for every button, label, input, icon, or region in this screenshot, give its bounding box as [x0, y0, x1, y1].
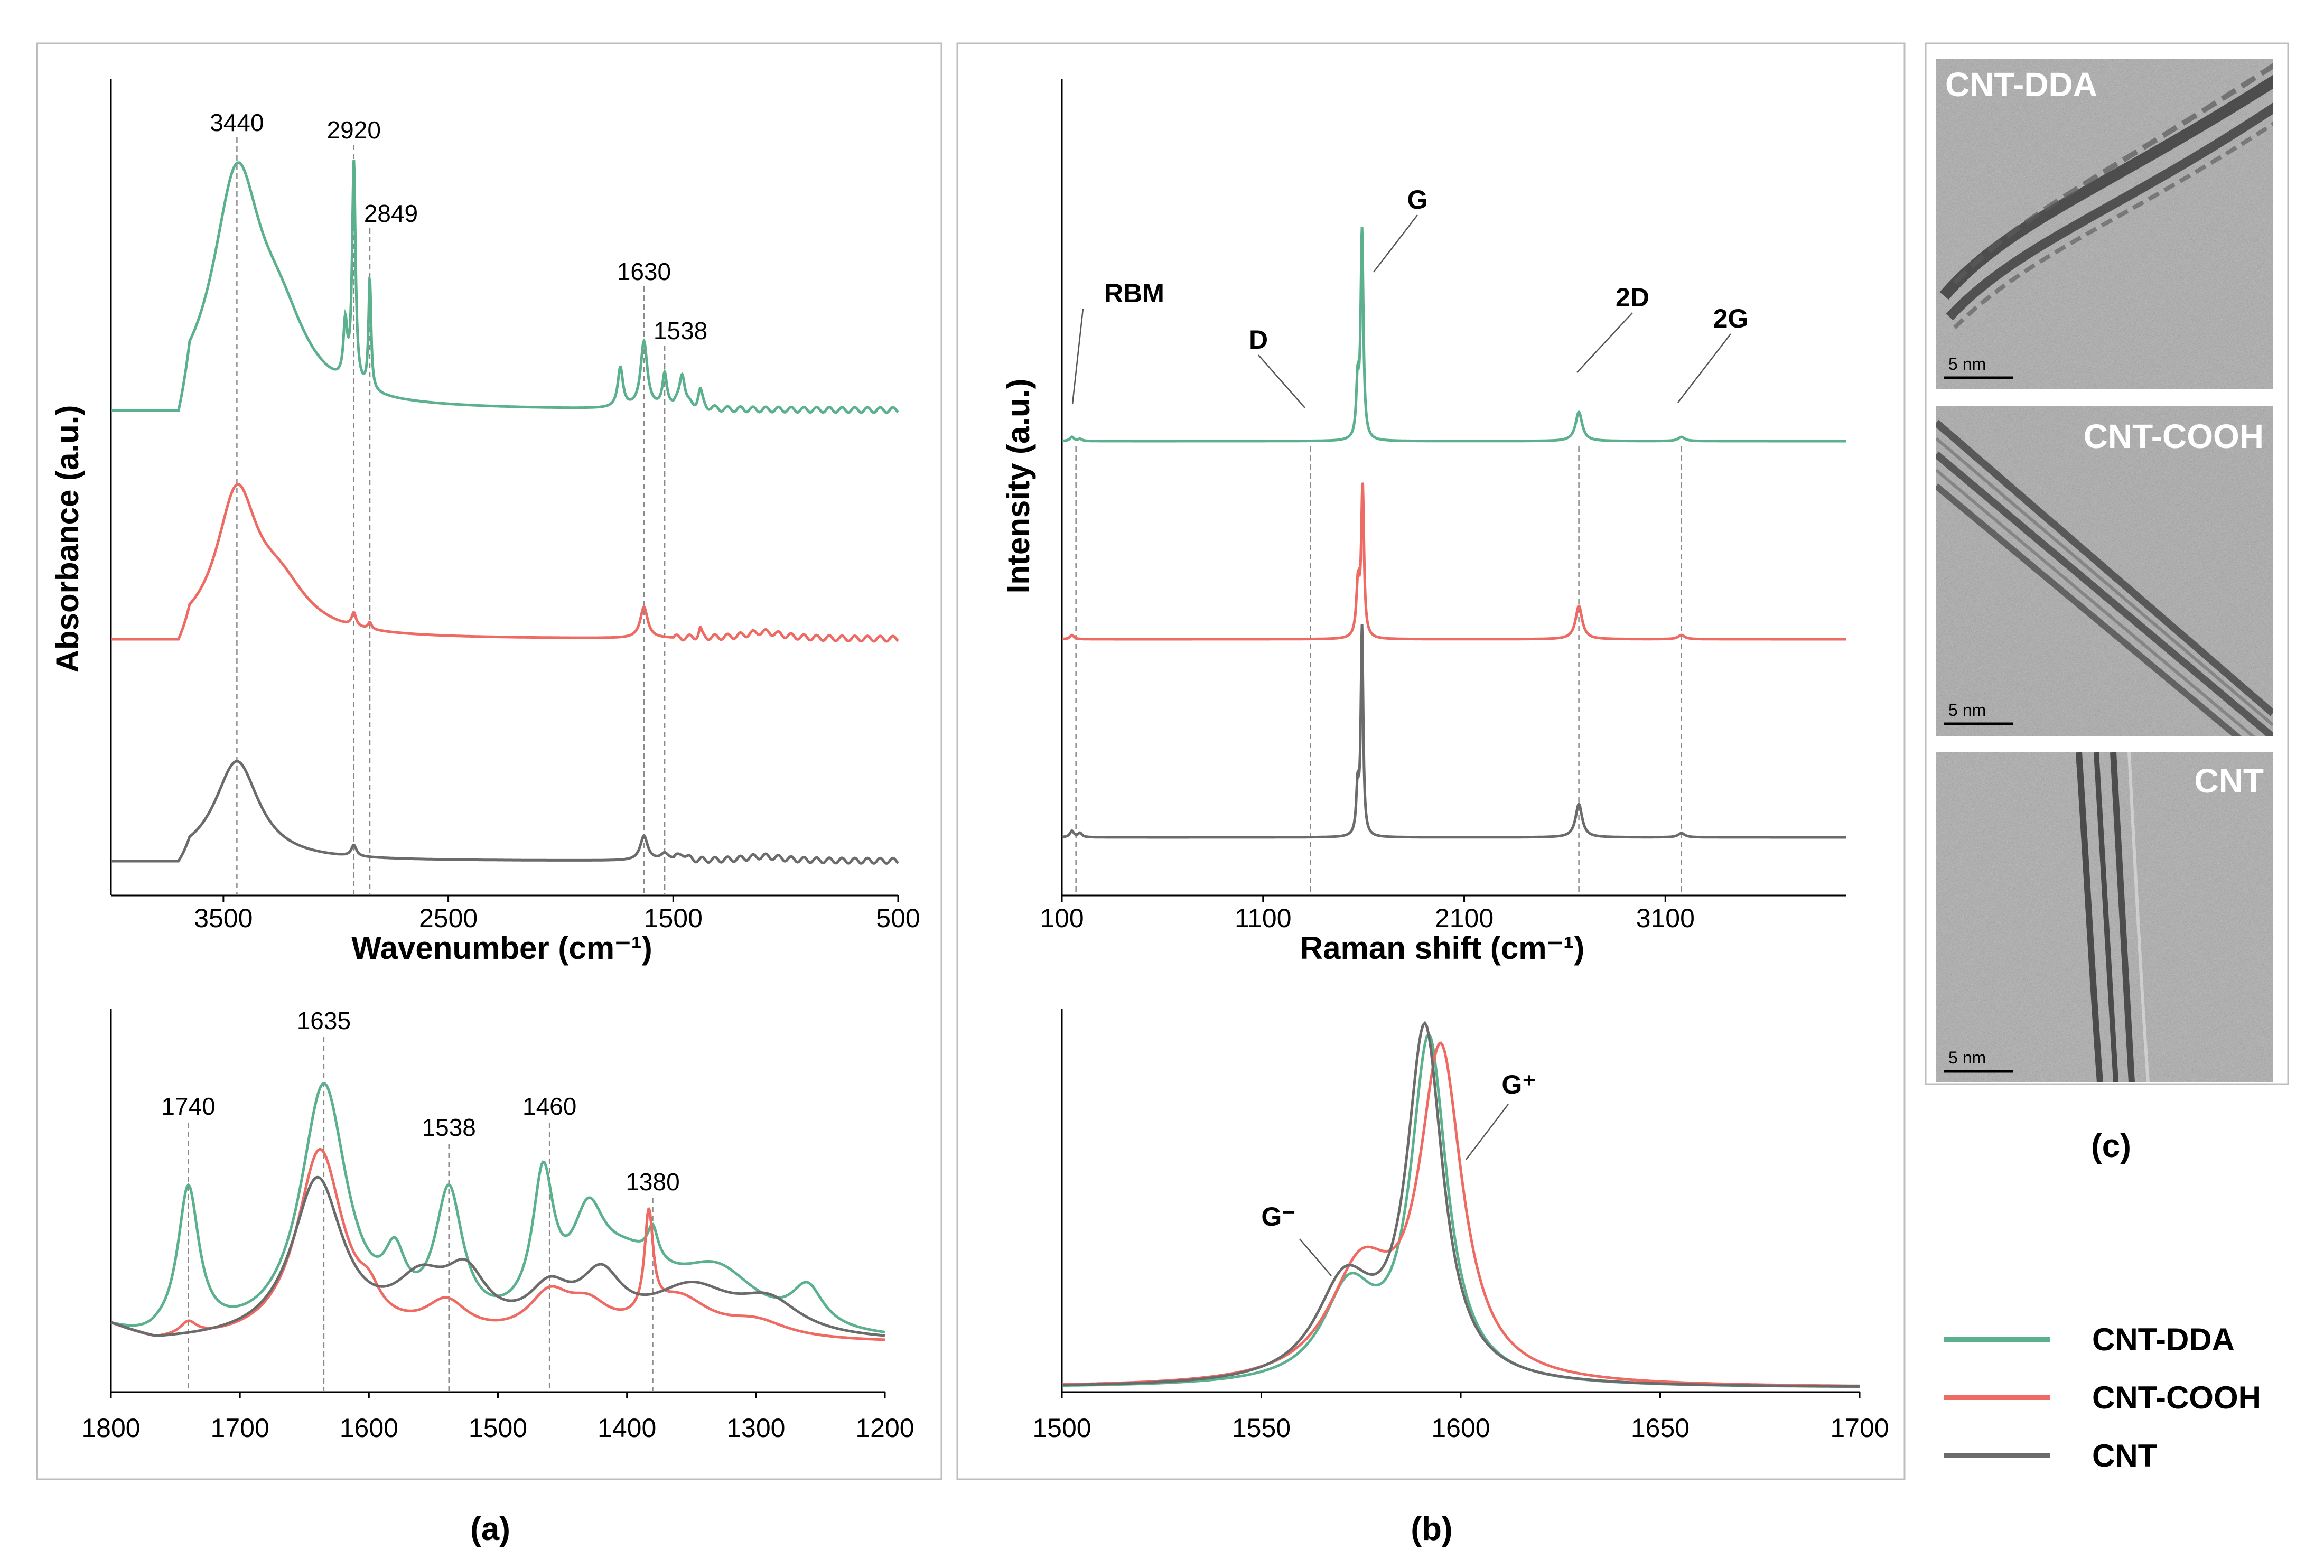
raman-y-axis-label: Intensity (a.u.)	[1001, 379, 1036, 594]
tem-label-cnt-dda: CNT-DDA	[1945, 66, 2097, 104]
x-tick-label: 1500	[644, 903, 703, 933]
annotation-label-2g: 2G	[1713, 304, 1749, 333]
x-tick-label: 100	[1040, 903, 1084, 933]
annotation-leader	[1299, 1238, 1332, 1276]
x-tick-label: 1300	[726, 1413, 785, 1443]
x-tick-label: 1800	[81, 1413, 140, 1443]
x-tick-label: 1600	[1431, 1413, 1490, 1443]
panel-c-label: (c)	[2091, 1128, 2131, 1164]
tem-image-cnt: CNT 5 nm	[1936, 752, 2273, 1082]
x-tick-label: 1500	[1032, 1413, 1091, 1443]
ftir-y-axis-label: Absorbance (a.u.)	[50, 405, 85, 673]
x-tick-label: 2100	[1435, 903, 1494, 933]
raman-zoom-chart: 1500 1550 1600 1650 1700 G⁻ G⁺	[1032, 1009, 1889, 1443]
legend: CNT-DDA CNT-COOH CNT	[1944, 1322, 2261, 1473]
tem-label-cnt-cooh: CNT-COOH	[2084, 417, 2264, 455]
annotation-label: 2849	[364, 200, 418, 227]
annotation-label-2d: 2D	[1616, 283, 1649, 312]
annotation-label: 3440	[210, 109, 264, 136]
annotation-leader	[1677, 333, 1731, 403]
series-line-cnt-dda	[111, 160, 899, 414]
annotation-label-g: G	[1407, 185, 1428, 214]
tem-scale-2: 5 nm	[1948, 701, 1986, 720]
x-tick-label: 500	[876, 903, 920, 933]
ftir-zoom-chart: 1800 1700 1600 1500 1400 1300 1200 1740 1635 1538…	[81, 1007, 914, 1443]
x-tick-label: 1650	[1631, 1413, 1690, 1443]
series-line-cnt-cooh	[1061, 482, 1846, 641]
x-tick-label: 1700	[211, 1413, 269, 1443]
annotation-label: 1740	[161, 1093, 215, 1120]
annotation-leader	[1071, 308, 1084, 405]
series-line-cnt-dda	[1062, 1032, 1860, 1388]
panel-a-frame	[36, 42, 942, 1480]
series-line-cnt-cooh	[111, 483, 899, 643]
series-line-cnt	[110, 1175, 885, 1338]
x-tick-label: 1100	[1235, 903, 1292, 933]
annotation-leader	[1466, 1104, 1509, 1160]
x-tick-label: 2500	[419, 903, 478, 933]
raman-x-axis-label: Raman shift (cm⁻¹)	[1300, 930, 1584, 966]
panel-b-label: (b)	[1411, 1511, 1452, 1547]
annotation-label-d: D	[1249, 325, 1268, 354]
annotation-label: 2920	[327, 116, 381, 144]
legend-label-cnt-cooh: CNT-COOH	[2092, 1380, 2261, 1415]
ftir-full-chart: 3500 2500 1500 500 3440 2920 2849 1630 1538	[110, 79, 920, 933]
annotation-label-g-minus: G⁻	[1261, 1202, 1295, 1231]
tem-label-cnt: CNT	[2194, 762, 2264, 800]
series-line-cnt	[1061, 624, 1846, 839]
series-line-cnt-cooh	[110, 1147, 885, 1341]
tem-scale-3: 5 nm	[1948, 1048, 1986, 1067]
series-line-cnt-cooh	[1061, 1041, 1860, 1387]
x-tick-label: 3500	[194, 903, 253, 933]
annotation-leader	[1258, 354, 1305, 408]
annotation-label: 1635	[297, 1007, 351, 1034]
x-tick-label: 1200	[855, 1413, 914, 1443]
panel-b-frame	[956, 42, 1906, 1480]
x-tick-label: 3100	[1636, 903, 1695, 933]
annotation-label: 1630	[617, 258, 671, 285]
ftir-x-axis-label: Wavenumber (cm⁻¹)	[351, 930, 652, 966]
annotation-label: 1380	[626, 1168, 679, 1196]
tem-image-cnt-cooh: CNT-COOH 5 nm	[1936, 406, 2273, 736]
series-line-cnt	[111, 760, 899, 865]
annotation-label: 1538	[422, 1114, 476, 1141]
raman-full-chart: 100 1100 2100 3100 RBM D G 2D 2G	[1040, 79, 1846, 933]
annotation-leader	[1576, 312, 1633, 373]
annotation-label-g-plus: G⁺	[1501, 1070, 1536, 1099]
series-line-cnt-dda	[1061, 227, 1846, 443]
panel-c-frame	[1925, 42, 2289, 1085]
annotation-label: 1460	[522, 1093, 576, 1120]
legend-label-cnt: CNT	[2092, 1438, 2157, 1473]
x-tick-label: 1500	[469, 1413, 527, 1443]
tem-scale-1: 5 nm	[1948, 354, 1986, 374]
x-tick-label: 1550	[1232, 1413, 1291, 1443]
series-line-cnt	[1061, 1021, 1860, 1388]
tem-image-cnt-dda: CNT-DDA 5 nm	[1936, 59, 2273, 389]
annotation-leader	[1373, 214, 1418, 273]
x-tick-label: 1600	[340, 1413, 398, 1443]
panel-a-label: (a)	[470, 1511, 510, 1547]
legend-label-cnt-dda: CNT-DDA	[2092, 1322, 2235, 1357]
x-tick-label: 1700	[1830, 1413, 1889, 1443]
x-tick-label: 1400	[598, 1413, 656, 1443]
annotation-label: 1538	[654, 317, 707, 344]
annotation-label-rbm: RBM	[1104, 278, 1164, 308]
